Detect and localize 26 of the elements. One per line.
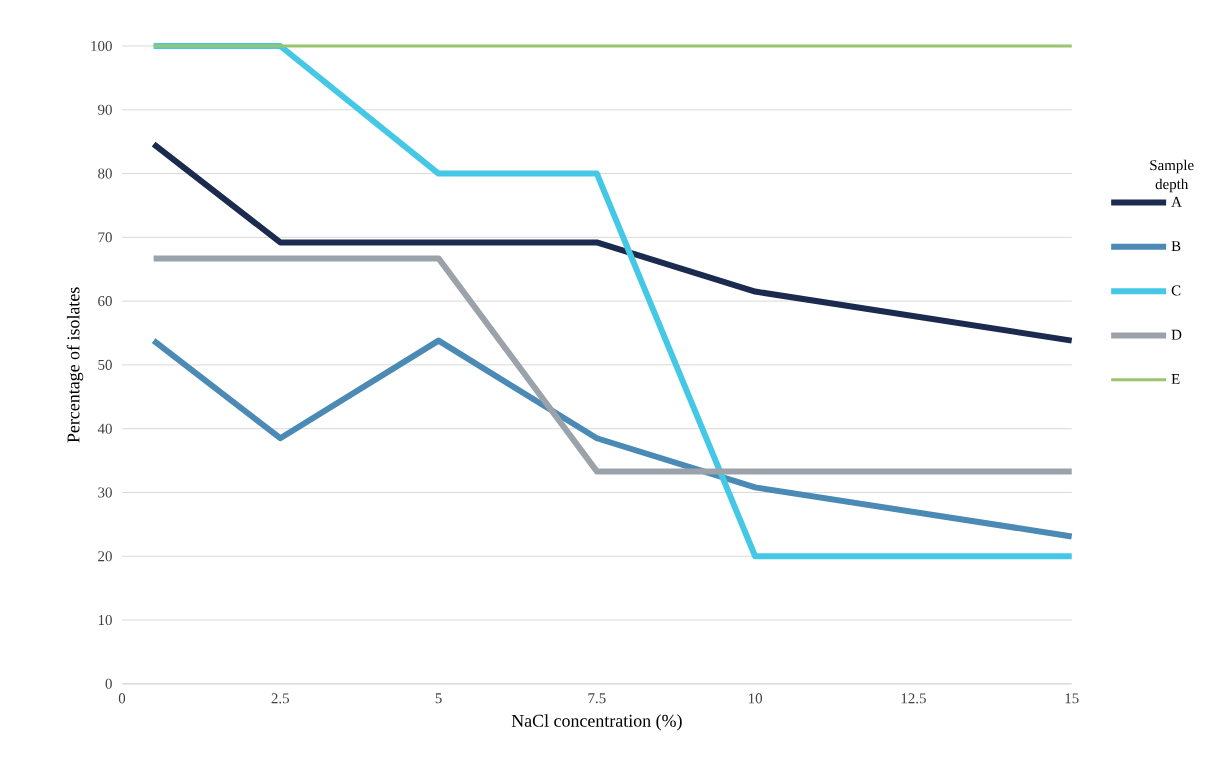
y-tick-label: 30 xyxy=(98,487,112,498)
x-tick-label: 10 xyxy=(748,693,763,704)
legend-title: Sample depth xyxy=(1150,159,1194,193)
legend-label: A xyxy=(1171,196,1182,207)
y-tick-label: 60 xyxy=(98,296,112,307)
x-tick-label: 0 xyxy=(118,693,126,704)
x-tick-label: 7.5 xyxy=(588,693,606,704)
x-tick-label: 5 xyxy=(435,693,442,704)
legend-label: D xyxy=(1171,329,1182,340)
x-tick-label: 15 xyxy=(1065,693,1079,704)
x-axis-title: NaCl concentration (%) xyxy=(511,714,682,731)
y-tick-label: 20 xyxy=(98,551,112,562)
y-tick-label: 100 xyxy=(91,41,112,52)
legend-label: C xyxy=(1171,285,1181,296)
y-tick-label: 80 xyxy=(98,168,112,179)
y-tick-label: 40 xyxy=(97,423,112,434)
y-tick-label: 0 xyxy=(105,678,112,689)
y-tick-label: 70 xyxy=(98,232,112,243)
y-tick-label: 10 xyxy=(98,615,112,626)
y-tick-label: 90 xyxy=(98,104,112,115)
x-tick-label: 12.5 xyxy=(901,693,926,704)
y-tick-label: 50 xyxy=(98,359,112,371)
y-axis-title: Percentage of isolates xyxy=(66,287,84,443)
x-tick-label: 2.5 xyxy=(271,693,290,704)
legend-label: E xyxy=(1171,374,1180,384)
legend-label: B xyxy=(1171,241,1181,252)
